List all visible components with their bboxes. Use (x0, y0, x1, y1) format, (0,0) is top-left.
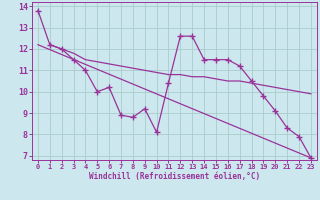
X-axis label: Windchill (Refroidissement éolien,°C): Windchill (Refroidissement éolien,°C) (89, 172, 260, 181)
